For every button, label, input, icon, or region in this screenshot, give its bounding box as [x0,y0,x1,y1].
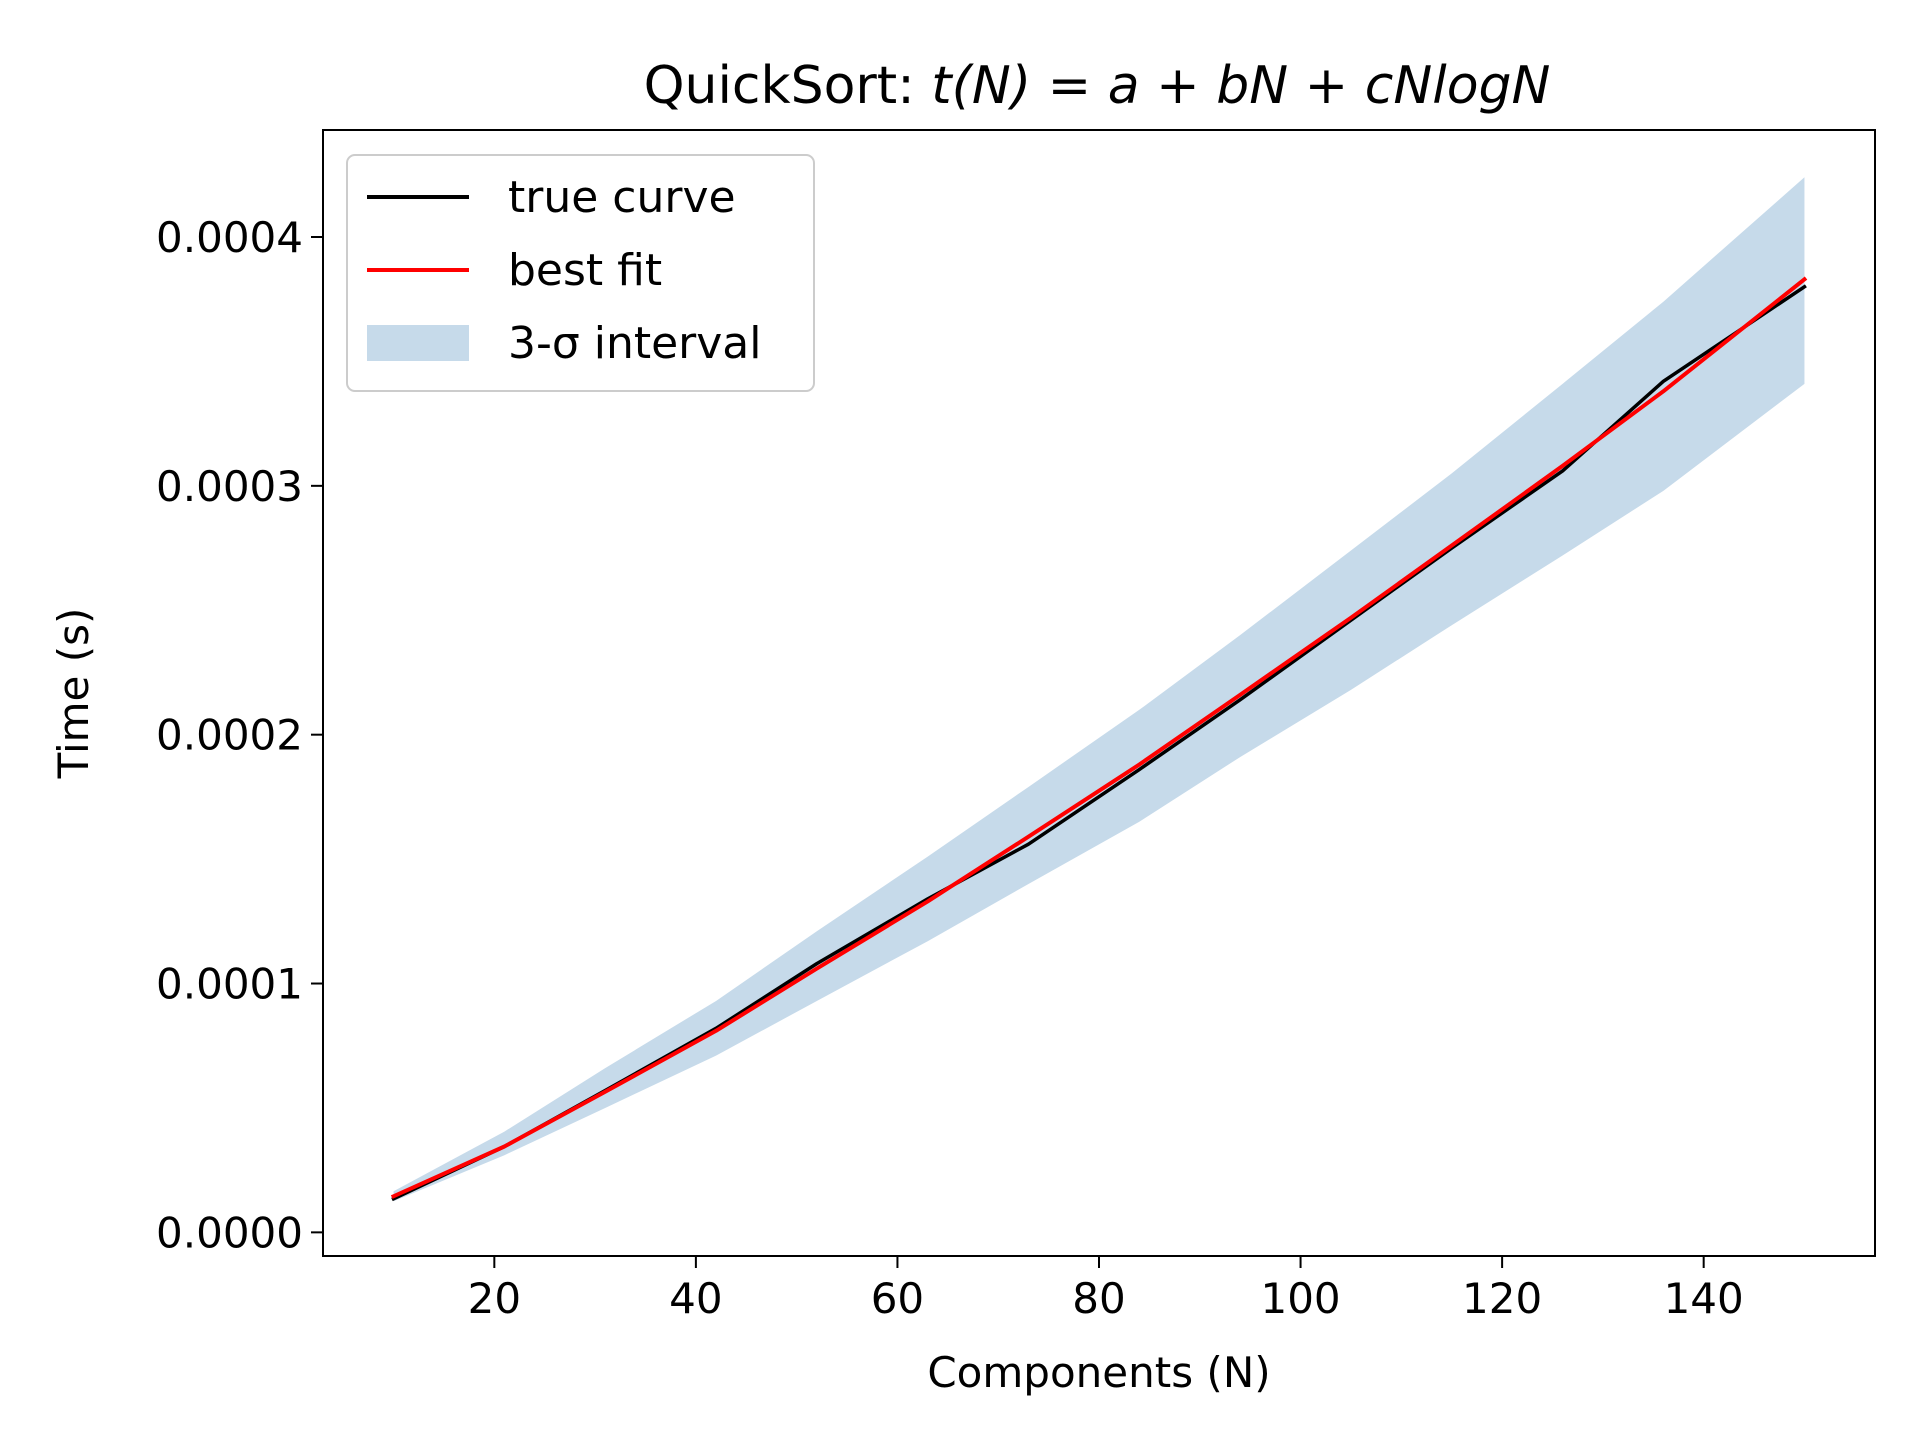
x-tick-label: 120 [1462,1274,1542,1323]
y-tick-label: 0.0003 [156,462,303,511]
legend-swatch [367,325,469,361]
x-axis: 20 40 60 80 100 120 140 [468,1256,1744,1323]
y-axis-label: Time (s) [49,608,98,780]
legend-label: best fit [508,245,662,296]
plot-area [390,177,1808,1202]
chart-title-formula: t(N) = a + bN + cNlogN [931,56,1550,116]
x-axis-label: Components (N) [927,1348,1270,1397]
y-tick-label: 0.0004 [156,213,303,262]
series-line-best-fit [390,276,1808,1199]
legend: true curve best fit 3-σ interval [346,154,815,392]
x-tick-label: 100 [1260,1274,1340,1323]
x-tick-label: 140 [1664,1274,1744,1323]
y-tick-label: 0.0002 [156,711,303,760]
y-axis: 0.0000 0.0001 0.0002 0.0003 0.0004 [156,213,323,1257]
legend-label: 3-σ interval [508,318,762,369]
chart-title-prefix: QuickSort: [644,56,932,116]
chart-title: QuickSort: t(N) = a + bN + cNlogN [644,56,1551,116]
y-tick-label: 0.0001 [156,960,303,1009]
x-tick-label: 80 [1072,1274,1125,1323]
y-tick-label: 0.0000 [156,1208,303,1257]
x-tick-label: 40 [669,1274,722,1323]
x-tick-label: 60 [871,1274,924,1323]
x-tick-label: 20 [468,1274,521,1323]
legend-label: true curve [508,172,736,223]
